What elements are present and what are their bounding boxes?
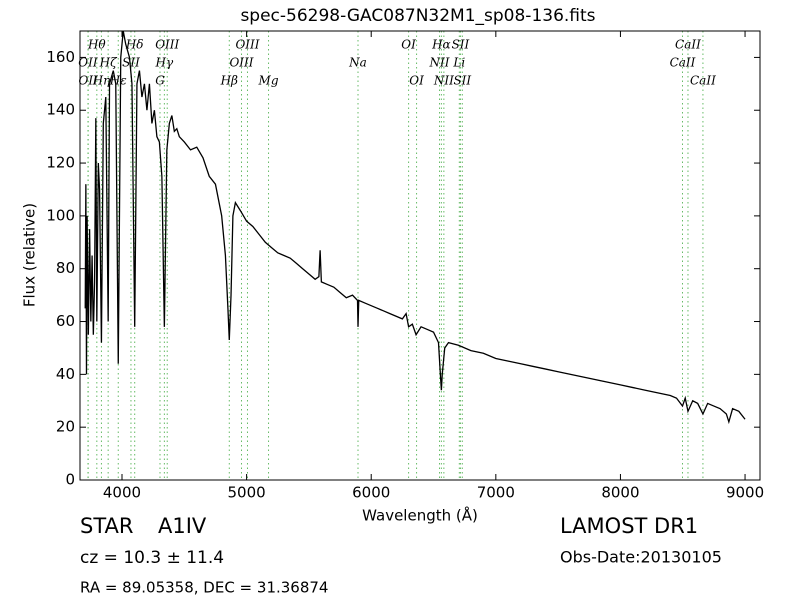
- plot-area: [84, 31, 746, 480]
- spectral-line-label: Hε: [109, 74, 127, 88]
- x-tick-label: 5000: [228, 484, 266, 502]
- y-axis-label: Flux (relative): [21, 203, 39, 307]
- y-tick-label: 60: [56, 312, 75, 330]
- y-tick-label: 140: [46, 101, 75, 119]
- y-tick-label: 160: [46, 48, 75, 66]
- x-axis-label: Wavelength (Å): [362, 506, 478, 525]
- spectral-line-label: CaII: [670, 56, 696, 70]
- spectral-line-label: Hβ: [220, 74, 238, 88]
- spectrum-line: [84, 31, 746, 425]
- y-tick-label: 20: [56, 418, 75, 436]
- spectral-line-label: Mg: [258, 74, 279, 88]
- spectral-line-label: OII: [78, 56, 98, 70]
- x-tick-label: 4000: [103, 484, 141, 502]
- spectral-line-label: NII: [433, 74, 454, 88]
- chart-title: spec-56298-GAC087N32M1_sp08-136.fits: [240, 6, 595, 26]
- spectral-line-label: OIII: [155, 38, 179, 52]
- spectral-line-label: OI: [401, 38, 416, 52]
- spectral-line-label: G: [155, 74, 165, 88]
- spectral-line-label: NII: [429, 56, 450, 70]
- spectral-line-label: Hδ: [125, 38, 144, 52]
- spectral-line-label: OII: [79, 74, 99, 88]
- x-tick-label: 8000: [601, 484, 639, 502]
- y-tick-label: 100: [46, 206, 75, 224]
- survey: LAMOST DR1: [560, 514, 698, 538]
- axes-frame: [79, 30, 761, 481]
- x-tick-label: 7000: [477, 484, 515, 502]
- spectral-line-label: SII: [453, 74, 471, 88]
- y-tick-label: 120: [46, 154, 75, 172]
- spectral-line-label: SII: [452, 38, 470, 52]
- object-class: STAR: [80, 514, 133, 538]
- spectral-line-label: OIII: [229, 56, 253, 70]
- coordinates: RA = 89.05358, DEC = 31.36874: [80, 579, 328, 597]
- obs-date: Obs-Date:20130105: [560, 548, 722, 567]
- spectral-line-label: Hγ: [155, 56, 174, 70]
- redshift: cz = 10.3 ± 11.4: [80, 548, 224, 568]
- spectral-line-label: Hα: [431, 38, 451, 52]
- y-tick-label: 0: [65, 471, 75, 489]
- spectral-line-label: CaII: [690, 74, 716, 88]
- y-tick-label: 40: [56, 365, 75, 383]
- spectral-line-label: Na: [348, 56, 367, 70]
- subclass: A1IV: [158, 514, 207, 538]
- spectral-line-label: OI: [409, 74, 424, 88]
- spectral-line-label: SII: [122, 56, 140, 70]
- spectral-line-label: Li: [452, 56, 465, 70]
- spectral-line-label: Hθ: [87, 38, 106, 52]
- x-tick-label: 9000: [726, 484, 764, 502]
- y-tick-label: 80: [56, 259, 75, 277]
- x-tick-label: 6000: [352, 484, 390, 502]
- spectral-line-label: Hζ: [99, 56, 118, 70]
- spectral-line-label: CaII: [675, 38, 701, 52]
- spectral-line-label: OIII: [235, 38, 259, 52]
- spectral-line-label: Hη: [92, 74, 111, 88]
